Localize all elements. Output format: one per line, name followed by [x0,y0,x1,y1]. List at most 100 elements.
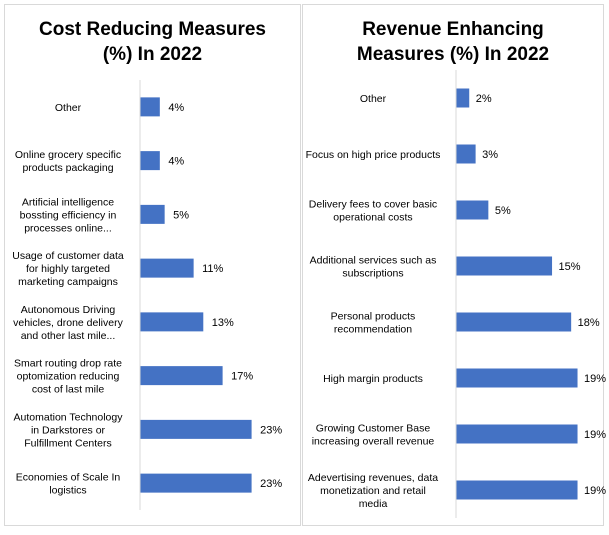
category-label: Focus on high price products [306,149,441,161]
bar-group: 13% Autonomous Driving vehicles, drone del… [13,304,234,342]
bar [140,366,223,386]
chart-title-cost-reducing: Cost Reducing Measures (%) In 2022 [5,17,300,67]
bar-group: 4% Other [55,97,184,117]
title-line-2: Measures (%) In 2022 [356,44,550,65]
category-label-line: processes online... [24,222,112,234]
category-label: Additional services such as subscriptions [310,255,437,280]
bar-group: 3% Focus on high price products [306,144,498,164]
category-label-line: Online grocery specific [15,149,121,161]
category-label-line: monetization and retail [320,485,426,497]
data-label: 19% [584,373,606,385]
data-label: 19% [584,485,606,497]
data-label: 23% [260,424,282,436]
bar [140,419,252,439]
title-line-1: Cost Reducing Measures [39,19,266,40]
bar [140,312,204,332]
data-label: 5% [173,209,189,221]
title-line-2: (%) In 2022 [102,44,203,65]
data-label: 3% [482,149,498,161]
category-label-line: increasing overall revenue [312,436,435,448]
chart-title-revenue-enhancing: Revenue Enhancing Measures (%) In 2022 [303,17,603,67]
category-label-line: Personal products [331,311,416,323]
category-label-line: Other [360,93,387,105]
category-label-line: Focus on high price products [306,149,441,161]
bar-group: 17% Smart routing drop rate optomization r… [14,358,253,396]
category-label: Usage of customer data for highly targete… [12,250,124,288]
category-label-line: Fulfillment Centers [24,437,112,449]
category-label-line: subscriptions [342,268,403,280]
bar-group: 19% High margin products [323,368,606,388]
category-label-line: High margin products [323,373,423,385]
data-label: 11% [202,263,223,275]
category-label-line: Growing Customer Base [316,423,431,435]
bar-group: 15% Additional services such as subscripti… [310,255,581,280]
category-label-line: optomization reducing [17,371,120,383]
bar [140,151,160,171]
data-label: 23% [260,478,282,490]
category-label: Artificial intelligence bossting efficien… [20,196,117,234]
category-label-line: vehicles, drone delivery [13,317,123,329]
bar [140,473,252,493]
category-label: Adevertising revenues, data monetization … [308,472,438,510]
category-label-line: Economies of Scale In [16,472,121,484]
category-label: Other [360,93,387,105]
bar-group: 19% Growing Customer Base increasing overa… [312,423,607,448]
revenue-enhancing-chart: Revenue Enhancing Measures (%) In 2022 2… [302,4,607,526]
category-label: Personal products recommendation [331,311,416,336]
category-label: Delivery fees to cover basic operational … [309,199,437,224]
category-label: Automation Technology in Darkstores or Ful… [14,411,124,449]
bar [456,312,572,332]
category-label-line: recommendation [334,324,412,336]
category-label-line: and other last mile... [21,330,116,342]
category-label-line: Autonomous Driving [21,304,116,316]
category-label: High margin products [323,373,423,385]
category-label-line: Adevertising revenues, data [308,472,438,484]
category-label: Other [55,102,82,114]
bar [140,258,194,278]
category-label-line: Automation Technology [14,411,124,423]
category-label-line: cost of last mile [32,384,105,396]
category-label-line: media [359,498,388,510]
data-label: 13% [212,317,234,329]
bar [456,200,489,220]
bar [456,368,578,388]
cost-reducing-plot: 4% Other 4% Online grocery specific products… [12,80,283,510]
bar-group: 11% Usage of customer data for highly targ… [12,250,223,288]
cost-reducing-chart: Cost Reducing Measures (%) In 2022 4% Oth… [4,4,301,526]
category-label: Growing Customer Base increasing overall … [312,423,435,448]
bar-group: 5% Artificial intelligence bossting effici… [20,196,190,234]
data-label: 19% [584,429,606,441]
bar [456,88,470,108]
category-label-line: Usage of customer data [12,250,124,262]
bar-group: 23% Economies of Scale In logistics [16,472,283,497]
category-label-line: Delivery fees to cover basic [309,199,437,211]
data-label: 4% [168,156,184,168]
category-label-line: products packaging [22,162,113,174]
data-label: 2% [476,93,492,105]
category-label: Smart routing drop rate optomization redu… [14,358,122,396]
data-label: 15% [559,261,581,273]
data-label: 4% [168,102,184,114]
category-label-line: logistics [49,485,86,497]
bar [456,256,553,276]
data-label: 17% [231,371,253,383]
bar [456,144,476,164]
bar-group: 18% Personal products recommendation [331,311,600,336]
category-label-line: Smart routing drop rate [14,358,122,370]
category-label-line: Artificial intelligence [22,196,114,208]
title-line-1: Revenue Enhancing [362,19,544,40]
bar-group: 23% Automation Technology in Darkstores or… [14,411,283,449]
category-label-line: Additional services such as [310,255,437,267]
data-label: 18% [578,317,600,329]
category-label: Economies of Scale In logistics [16,472,121,497]
category-label: Autonomous Driving vehicles, drone delive… [13,304,123,342]
category-label-line: Other [55,102,82,114]
data-label: 5% [495,205,511,217]
category-label-line: bossting efficiency in [20,209,117,221]
category-label-line: for highly targeted [26,263,110,275]
category-label-line: operational costs [333,212,412,224]
category-label: Online grocery specific products packagin… [15,149,121,174]
revenue-enhancing-plot: 2% Other 3% Focus on high price products 5% D… [306,70,607,518]
bar-group: 4% Online grocery specific products packag… [15,149,185,174]
bar [140,97,160,117]
